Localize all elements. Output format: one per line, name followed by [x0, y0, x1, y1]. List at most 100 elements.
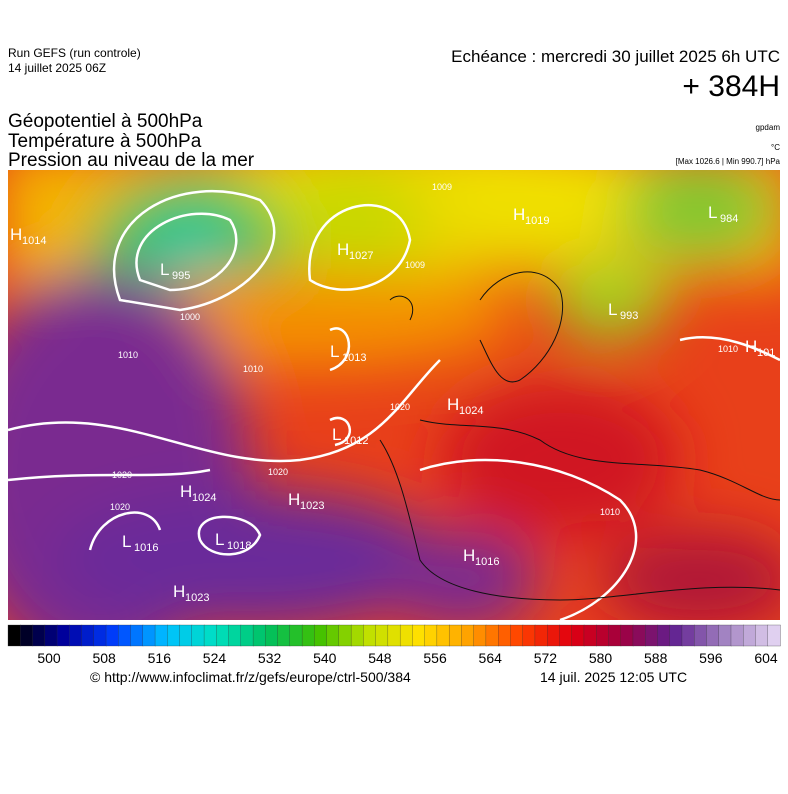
center-value: 1018 — [227, 540, 251, 552]
color-swatch — [240, 624, 254, 647]
center-value: 1016 — [134, 542, 158, 554]
color-swatch — [583, 624, 597, 647]
color-swatch — [399, 624, 414, 647]
center-letter: L — [215, 530, 224, 549]
color-swatch — [559, 624, 573, 647]
color-swatch — [669, 624, 683, 647]
color-swatch — [105, 624, 119, 647]
unit: °C — [771, 143, 780, 152]
center-letter: H — [10, 225, 22, 244]
color-swatch — [767, 624, 781, 647]
color-bar — [7, 624, 781, 647]
color-swatch — [510, 624, 524, 647]
center-value: 1027 — [349, 250, 373, 262]
scale-label: 516 — [148, 650, 172, 666]
color-swatch — [56, 624, 70, 647]
color-swatch — [118, 624, 132, 647]
color-swatch — [167, 624, 181, 647]
map — [8, 170, 780, 620]
center-letter: H — [180, 482, 192, 501]
color-swatch — [448, 624, 463, 647]
color-swatch — [93, 624, 107, 647]
color-swatch — [216, 624, 230, 647]
center-value: 1023 — [300, 500, 324, 512]
color-swatch — [424, 624, 438, 647]
isobar-label: 1009 — [432, 182, 452, 192]
color-swatch — [350, 624, 365, 647]
center-value: 101 — [757, 347, 775, 359]
color-swatch — [473, 624, 487, 647]
isobar-label: 1020 — [110, 502, 130, 512]
center-letter: H — [447, 395, 459, 414]
color-swatch — [694, 624, 708, 647]
scale-label: 500 — [37, 650, 61, 666]
scale-label: 548 — [368, 650, 392, 666]
center-letter: H — [513, 205, 525, 224]
center-letter: L — [332, 425, 341, 444]
scale-label: 532 — [258, 650, 282, 666]
isobar-label: 1010 — [243, 364, 263, 374]
date: 14 juil. 2025 12:05 UTC — [540, 669, 687, 685]
scale-label: 564 — [479, 650, 503, 666]
color-swatch — [130, 624, 144, 647]
color-swatch — [412, 624, 426, 647]
color-swatch — [32, 624, 46, 647]
color-swatch — [632, 624, 646, 647]
color-swatch — [461, 624, 475, 647]
color-swatch — [142, 624, 156, 647]
color-swatch — [81, 624, 95, 647]
center-letter: H — [463, 546, 475, 565]
scale-label: 508 — [92, 650, 116, 666]
title: Pression au niveau de la mer — [8, 150, 255, 171]
color-swatch — [228, 624, 242, 647]
color-swatch — [154, 624, 168, 647]
color-swatch — [620, 624, 634, 647]
run-title: Run GEFS (run controle) — [8, 46, 141, 60]
color-swatch — [191, 624, 205, 647]
center-value: 1024 — [192, 492, 216, 504]
color-swatch — [314, 624, 328, 647]
color-swatch — [718, 624, 732, 647]
color-swatch — [363, 624, 377, 647]
center-value: 984 — [720, 213, 738, 225]
center-value: 1013 — [342, 352, 366, 364]
center-value: 1023 — [185, 592, 209, 604]
center-letter: L — [160, 260, 169, 279]
color-swatch — [203, 624, 217, 647]
isobar-label: 1020 — [268, 467, 288, 477]
color-swatch — [44, 624, 58, 647]
scale-label: 540 — [313, 650, 337, 666]
color-swatch — [534, 624, 548, 647]
forecast-time: Echéance : mercredi 30 juillet 2025 6h U… — [451, 47, 780, 66]
isobar-label: 1020 — [112, 470, 132, 480]
color-swatch — [7, 624, 21, 647]
color-swatch — [252, 624, 266, 647]
center-value: 1019 — [525, 215, 549, 227]
center-letter: L — [330, 342, 339, 361]
scale-label: 580 — [589, 650, 613, 666]
center-value: 1024 — [459, 405, 483, 417]
center-value: 1012 — [344, 435, 368, 447]
color-swatch — [571, 624, 585, 647]
color-swatch — [743, 624, 757, 647]
lead-time: + 384H — [682, 70, 780, 103]
color-swatch — [498, 624, 512, 647]
color-swatch — [645, 624, 659, 647]
title: Géopotentiel à 500hPa — [8, 111, 203, 132]
scale-label: 572 — [534, 650, 558, 666]
color-swatch — [706, 624, 720, 647]
scale-label: 596 — [699, 650, 723, 666]
color-swatch — [69, 624, 83, 647]
color-swatch — [375, 624, 389, 647]
color-swatch — [436, 624, 450, 647]
color-swatch — [338, 624, 352, 647]
color-swatch — [755, 624, 769, 647]
scale-label: 556 — [423, 650, 447, 666]
color-swatch — [326, 624, 340, 647]
center-value: 1014 — [22, 235, 46, 247]
scale-label: 588 — [644, 650, 668, 666]
color-swatch — [730, 624, 744, 647]
center-value: 1016 — [475, 556, 499, 568]
center-letter: L — [608, 300, 617, 319]
